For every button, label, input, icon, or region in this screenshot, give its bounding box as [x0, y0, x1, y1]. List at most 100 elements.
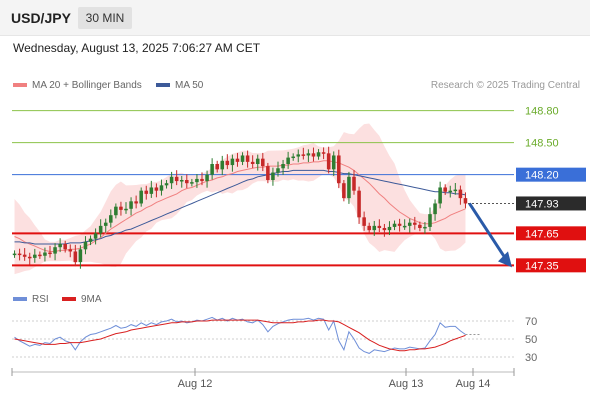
candle-body-38	[205, 174, 209, 182]
forecast-arrow-shaft	[468, 202, 508, 261]
candle-body-20	[114, 206, 118, 216]
candle-body-25	[139, 190, 143, 204]
candle-body-69	[362, 217, 366, 226]
rsi-ma-line	[14, 319, 466, 352]
candle-body-37	[200, 178, 204, 182]
candle-body-54	[286, 157, 290, 164]
level-label-148-50: 148.50	[525, 138, 559, 150]
candle-body-23	[129, 201, 133, 209]
candle-body-43	[230, 158, 235, 166]
forecast-arrow-layer	[468, 202, 512, 268]
candle-body-33	[179, 180, 184, 182]
candle-body-5	[38, 254, 42, 257]
rsi-tick-70: 70	[525, 316, 537, 328]
candle-body-0	[12, 253, 17, 256]
rsi-swatch-icon	[13, 297, 27, 302]
candle-body-60	[316, 152, 321, 157]
candle-body-2	[22, 254, 27, 257]
candle-body-73	[382, 228, 387, 231]
candle-body-47	[250, 161, 255, 164]
time-label-2: Aug 14	[456, 378, 491, 390]
candle-body-41	[220, 160, 225, 170]
candle-body-17	[98, 225, 103, 234]
candle-body-53	[281, 164, 285, 169]
candle-body-24	[134, 201, 138, 204]
candle-body-85	[443, 187, 447, 192]
price-tag-label-147-65: 147.65	[525, 228, 559, 240]
candle-body-74	[387, 226, 392, 231]
candle-body-63	[331, 155, 336, 170]
candle-body-35	[190, 182, 194, 184]
candle-body-87	[453, 189, 458, 192]
candle-body-39	[210, 164, 214, 175]
candle-body-88	[458, 189, 463, 199]
candle-body-7	[48, 252, 52, 255]
candle-body-83	[433, 203, 437, 215]
time-axis: Aug 12 Aug 13 Aug 14	[11, 368, 515, 390]
candle-body-65	[342, 183, 346, 199]
candle-body-8	[53, 247, 57, 254]
legend-9ma: 9MA	[62, 294, 102, 305]
ma20-line	[14, 160, 466, 252]
candle-body-82	[428, 214, 432, 227]
rsi-line	[14, 316, 466, 354]
price-tag-label-147-35: 147.35	[525, 260, 559, 272]
candle-body-67	[352, 176, 356, 191]
candle-body-3	[27, 256, 32, 259]
timeframe-badge[interactable]: 30 MIN	[78, 7, 132, 29]
candle-body-32	[174, 176, 179, 182]
legend-ma50: MA 50	[156, 80, 203, 91]
candle-body-1	[17, 253, 22, 256]
candle-body-27	[149, 187, 154, 194]
candle-body-66	[347, 176, 351, 199]
price-tags-layer: 148.80 148.50 148.20 147.93 147.65 147.35	[516, 106, 586, 273]
legend-rsi-label: RSI	[32, 294, 49, 305]
candle-body-30	[164, 183, 169, 186]
legend-rsi: RSI	[13, 294, 49, 305]
candle-body-11	[68, 249, 73, 252]
rsi-tick-30: 30	[525, 352, 537, 364]
candle-body-21	[119, 206, 123, 210]
candle-body-55	[291, 156, 295, 159]
report-datetime: Wednesday, August 13, 2025 7:06:27 AM CE…	[13, 41, 261, 55]
instrument-symbol: USD/JPY	[11, 10, 71, 26]
legend-ma20-label: MA 20 + Bollinger Bands	[32, 80, 142, 91]
candle-body-18	[103, 222, 108, 226]
candle-body-22	[124, 208, 128, 211]
candle-body-28	[154, 187, 159, 191]
candle-body-68	[357, 190, 361, 218]
header-bar: USD/JPY 30 MIN	[0, 0, 590, 36]
candle-body-72	[377, 225, 382, 228]
candle-body-78	[407, 222, 412, 226]
candle-body-89	[463, 198, 468, 204]
candle-body-56	[296, 154, 301, 157]
candle-body-80	[418, 224, 422, 228]
9ma-swatch-icon	[62, 297, 76, 302]
candle-body-81	[423, 226, 427, 229]
time-label-0: Aug 12	[178, 378, 213, 390]
price-tag-label-148-20: 148.20	[525, 170, 559, 182]
price-tag-147-93	[516, 196, 586, 211]
time-label-1: Aug 13	[389, 378, 424, 390]
bollinger-band-fill	[14, 123, 466, 275]
candle-body-61	[321, 152, 326, 154]
candle-body-14	[83, 241, 88, 250]
candle-body-75	[392, 223, 397, 227]
candle-body-36	[195, 178, 199, 183]
candle-body-46	[245, 155, 250, 162]
candle-body-9	[58, 244, 62, 248]
candle-body-64	[337, 155, 341, 184]
rsi-tick-50: 50	[525, 334, 537, 346]
rsi-panel: 70 50 30	[12, 316, 537, 364]
candle-body-48	[255, 158, 260, 164]
legend-9ma-label: 9MA	[81, 294, 102, 305]
candle-body-70	[367, 225, 371, 231]
candle-body-10	[63, 244, 67, 250]
candle-body-19	[109, 215, 113, 223]
candle-body-44	[235, 158, 240, 162]
price-tag-label-147-93: 147.93	[525, 198, 559, 210]
candle-body-76	[397, 223, 402, 226]
candles-layer	[12, 146, 468, 269]
bollinger-bands-layer	[14, 123, 466, 275]
ma50-swatch-icon	[156, 83, 170, 88]
